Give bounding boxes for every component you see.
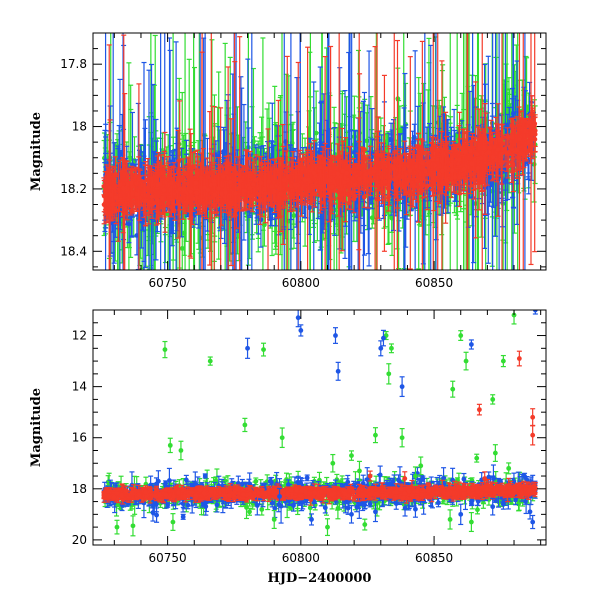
top-green-point-marker [179, 245, 185, 251]
top-green-point-marker [503, 98, 509, 104]
top-blue-point-marker [258, 217, 264, 223]
top-green-point-marker [261, 222, 267, 228]
top-data-points [101, 33, 538, 270]
top-green-point-marker [291, 213, 297, 218]
top-green-point [179, 91, 185, 270]
